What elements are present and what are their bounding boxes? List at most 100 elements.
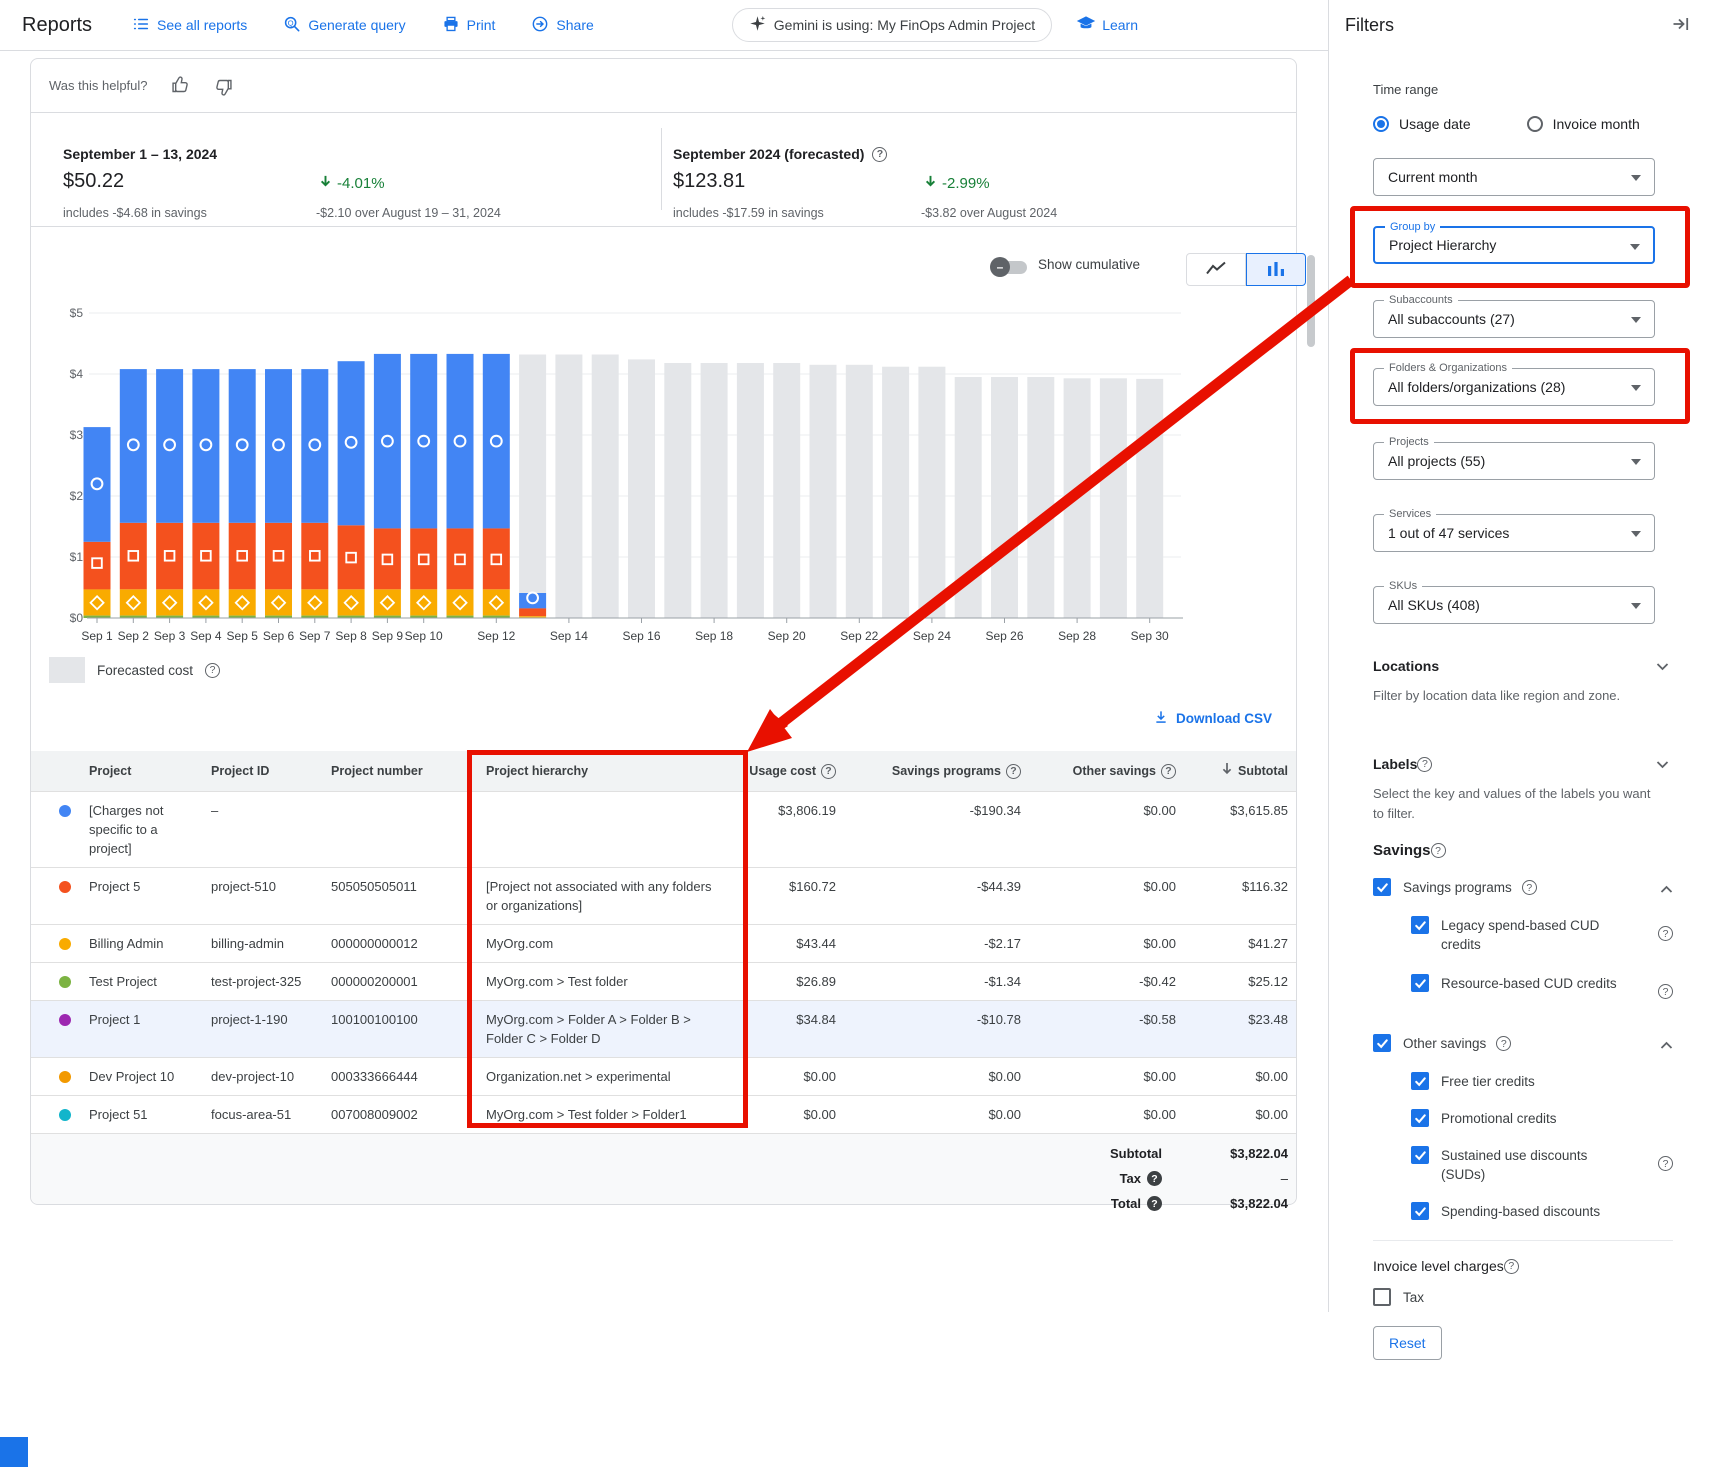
section-labels[interactable]: Labels?	[1373, 756, 1673, 772]
usage-cost: $0.00	[803, 1107, 836, 1122]
project-number: 100100100100	[331, 1012, 418, 1027]
svg-text:Sep 8: Sep 8	[335, 629, 367, 643]
header-action-share[interactable]: Share	[531, 15, 594, 36]
chevron-up-icon[interactable]	[1660, 882, 1673, 897]
checkbox-other-savings: Other savings?	[1373, 1034, 1673, 1053]
select-services[interactable]: Services 1 out of 47 services	[1373, 508, 1655, 552]
section-locations[interactable]: Locations	[1373, 658, 1673, 674]
chevron-up-icon[interactable]	[1660, 1038, 1673, 1053]
download-csv-button[interactable]: Download CSV	[1153, 709, 1272, 728]
other-savings: $0.00	[1143, 803, 1176, 818]
report-card: Was this helpful? September 1 – 13, 2024…	[30, 58, 1306, 1211]
invoice-help-icon[interactable]: ?	[1503, 1258, 1519, 1274]
select-projects[interactable]: Projects All projects (55)	[1373, 436, 1655, 480]
checkbox-help-icon[interactable]: ?	[1521, 880, 1537, 895]
section-help-icon[interactable]: ?	[1417, 756, 1433, 772]
time-range-select[interactable]: Current month	[1373, 158, 1655, 196]
checkbox-unchecked[interactable]	[1373, 1288, 1391, 1306]
column-help-icon[interactable]: ?	[1006, 763, 1021, 779]
chevron-down-icon[interactable]	[1656, 659, 1669, 674]
column-header-project[interactable]: Project	[89, 763, 132, 778]
tax-help-icon[interactable]: ?	[1147, 1171, 1162, 1186]
checkbox-help-icon[interactable]: ?	[1658, 926, 1673, 941]
svg-text:Sep 24: Sep 24	[913, 629, 951, 643]
header-action-see-all-reports[interactable]: See all reports	[132, 15, 247, 36]
checkbox-checked[interactable]	[1411, 916, 1429, 934]
select-folders-organizations[interactable]: Folders & Organizations All folders/organ…	[1373, 362, 1655, 406]
checkbox-resource-based-cud-credits: Resource-based CUD credits?	[1411, 974, 1673, 999]
svg-text:Sep 2: Sep 2	[118, 629, 150, 643]
checkbox-checked[interactable]	[1411, 1109, 1429, 1127]
time-range-label: Time range	[1373, 82, 1439, 97]
total-help-icon[interactable]: ?	[1147, 1196, 1162, 1211]
gemini-project-button[interactable]: Gemini is using: My FinOps Admin Project	[731, 8, 1053, 42]
forecast-legend-swatch	[49, 657, 85, 683]
list-icon	[132, 15, 150, 36]
column-header-usage-cost[interactable]: Usage cost?	[731, 751, 846, 791]
collapse-panel-icon[interactable]	[1671, 14, 1691, 37]
scrollbar-thumb[interactable]	[1307, 255, 1315, 347]
checkbox-checked[interactable]	[1373, 878, 1391, 896]
column-header-other-savings[interactable]: Other savings?	[1031, 751, 1186, 791]
forecast-legend-label: Forecasted cost	[97, 662, 194, 678]
stats-divider	[661, 128, 662, 210]
svg-text:Sep 18: Sep 18	[695, 629, 733, 643]
checkbox-promotional-credits: Promotional credits	[1411, 1109, 1673, 1128]
checkbox-help-icon[interactable]: ?	[1658, 984, 1673, 999]
learn-link[interactable]: Learn	[1076, 15, 1138, 35]
forecast-help-icon[interactable]: ?	[872, 146, 888, 162]
project-number	[321, 792, 476, 867]
checkbox-checked[interactable]	[1411, 1146, 1429, 1164]
column-header-subtotal[interactable]: Subtotal	[1186, 751, 1298, 791]
forecast-legend-help-icon[interactable]: ?	[205, 662, 221, 678]
thumbs-up-button[interactable]	[170, 74, 191, 98]
summary-total-row: Total? $3,822.04	[1052, 1196, 1288, 1211]
column-header-project-hierarchy[interactable]: Project hierarchy	[486, 763, 589, 778]
time-range-radios: Usage date Invoice month	[1373, 116, 1640, 132]
column-help-icon[interactable]: ?	[1161, 763, 1176, 779]
project-hierarchy: MyOrg.com	[486, 936, 554, 951]
svg-text:Sep 22: Sep 22	[840, 629, 878, 643]
other-savings: $0.00	[1143, 1107, 1176, 1122]
row-subtotal: $41.27	[1248, 936, 1288, 951]
svg-text:Sep 5: Sep 5	[227, 629, 259, 643]
project-number: 000000000012	[331, 936, 418, 951]
select-skus[interactable]: SKUs All SKUs (408)	[1373, 580, 1655, 624]
header-action-print[interactable]: Print	[442, 15, 495, 36]
row-subtotal: $0.00	[1255, 1069, 1288, 1084]
summary-tax-value: –	[1280, 1171, 1288, 1186]
column-help-icon[interactable]: ?	[821, 763, 836, 779]
other-savings: $0.00	[1143, 1069, 1176, 1084]
checkbox-help-icon[interactable]: ?	[1658, 1156, 1673, 1171]
project-id: –	[211, 803, 219, 818]
checkbox-checked[interactable]	[1411, 1202, 1429, 1220]
query-icon: Q	[283, 15, 301, 36]
checkbox-help-icon[interactable]: ?	[1496, 1036, 1512, 1051]
column-header-savings-programs[interactable]: Savings programs?	[846, 751, 1031, 791]
table-row: [Charges not specific to a project] – $3,8…	[31, 791, 1296, 867]
checkbox-checked[interactable]	[1373, 1034, 1391, 1052]
select-group-by[interactable]: Group by Project Hierarchy	[1373, 221, 1655, 264]
radio-usage-date[interactable]: Usage date	[1373, 116, 1471, 132]
thumbs-down-button[interactable]	[213, 74, 234, 98]
savings-help-icon[interactable]: ?	[1430, 843, 1446, 858]
bar-chart-button[interactable]	[1246, 253, 1306, 286]
reset-button[interactable]: Reset	[1373, 1326, 1442, 1360]
line-chart-button[interactable]	[1186, 253, 1246, 286]
column-header-project-id[interactable]: Project ID	[211, 763, 270, 778]
select-subaccounts[interactable]: Subaccounts All subaccounts (27)	[1373, 294, 1655, 338]
project-id: focus-area-51	[211, 1107, 292, 1122]
show-cumulative-toggle[interactable]: –	[990, 257, 1027, 277]
checkbox-checked[interactable]	[1411, 974, 1429, 992]
chevron-down-icon[interactable]	[1656, 757, 1669, 772]
filters-title: Filters	[1345, 15, 1394, 35]
forecast-period-value: $123.81	[673, 170, 746, 192]
row-subtotal: $0.00	[1255, 1107, 1288, 1122]
svg-text:$3: $3	[70, 428, 84, 442]
header-action-generate-query[interactable]: Q Generate query	[283, 15, 406, 36]
radio-invoice-month[interactable]: Invoice month	[1526, 116, 1640, 132]
column-header-project-number[interactable]: Project number	[331, 763, 423, 778]
checkbox-savings-programs: Savings programs?	[1373, 878, 1673, 897]
checkbox-checked[interactable]	[1411, 1072, 1429, 1090]
svg-text:Sep 28: Sep 28	[1058, 629, 1096, 643]
